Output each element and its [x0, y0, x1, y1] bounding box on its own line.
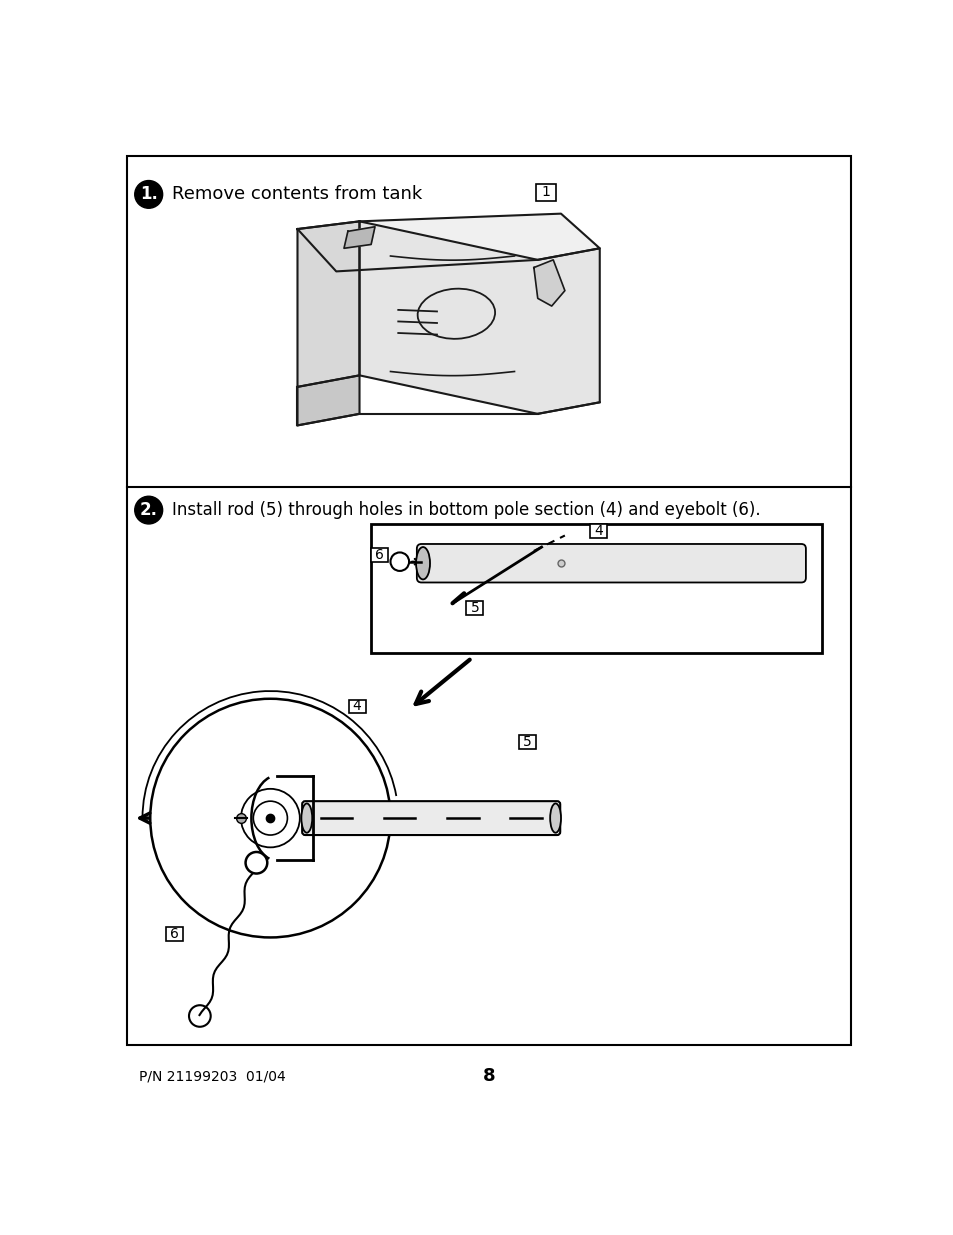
Circle shape	[134, 180, 162, 209]
Text: 4: 4	[353, 699, 361, 714]
Bar	[371, 524, 821, 653]
FancyBboxPatch shape	[466, 601, 483, 615]
Text: 5: 5	[470, 601, 478, 615]
FancyBboxPatch shape	[348, 699, 365, 714]
FancyBboxPatch shape	[166, 927, 183, 941]
FancyBboxPatch shape	[416, 543, 805, 583]
Ellipse shape	[301, 804, 312, 832]
Polygon shape	[297, 221, 359, 387]
Polygon shape	[344, 227, 375, 248]
Text: 6: 6	[170, 927, 178, 941]
FancyBboxPatch shape	[536, 184, 556, 200]
Polygon shape	[534, 259, 564, 306]
Circle shape	[134, 496, 162, 524]
FancyBboxPatch shape	[371, 548, 388, 562]
Polygon shape	[297, 214, 599, 272]
FancyBboxPatch shape	[302, 802, 559, 835]
Polygon shape	[359, 221, 599, 414]
Text: Remove contents from tank: Remove contents from tank	[172, 185, 422, 204]
Text: 6: 6	[375, 548, 384, 562]
Ellipse shape	[416, 547, 430, 579]
Text: 4: 4	[594, 524, 602, 538]
Text: 1.: 1.	[140, 185, 157, 204]
FancyBboxPatch shape	[590, 524, 607, 537]
Text: 2.: 2.	[139, 501, 157, 519]
Text: 1: 1	[541, 185, 550, 199]
Ellipse shape	[550, 804, 560, 832]
Text: P/N 21199203  01/04: P/N 21199203 01/04	[138, 1070, 285, 1083]
Text: Install rod (5) through holes in bottom pole section (4) and eyebolt (6).: Install rod (5) through holes in bottom …	[172, 501, 760, 519]
Text: 8: 8	[482, 1067, 495, 1086]
Polygon shape	[297, 375, 359, 425]
Text: 5: 5	[523, 735, 532, 748]
FancyBboxPatch shape	[518, 735, 536, 748]
